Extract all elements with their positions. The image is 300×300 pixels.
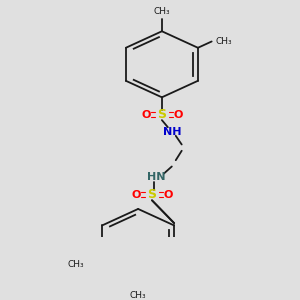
Text: NH: NH	[163, 127, 181, 137]
Text: O: O	[173, 110, 182, 120]
Text: O: O	[141, 110, 151, 120]
Text: CH₃: CH₃	[154, 7, 170, 16]
Text: HN: HN	[147, 172, 165, 182]
Text: O: O	[131, 190, 141, 200]
Text: CH₃: CH₃	[68, 260, 84, 269]
Text: CH₃: CH₃	[130, 291, 146, 300]
Text: CH₃: CH₃	[216, 37, 232, 46]
Text: S: S	[148, 188, 157, 201]
Text: O: O	[163, 190, 172, 200]
Text: S: S	[158, 108, 166, 121]
